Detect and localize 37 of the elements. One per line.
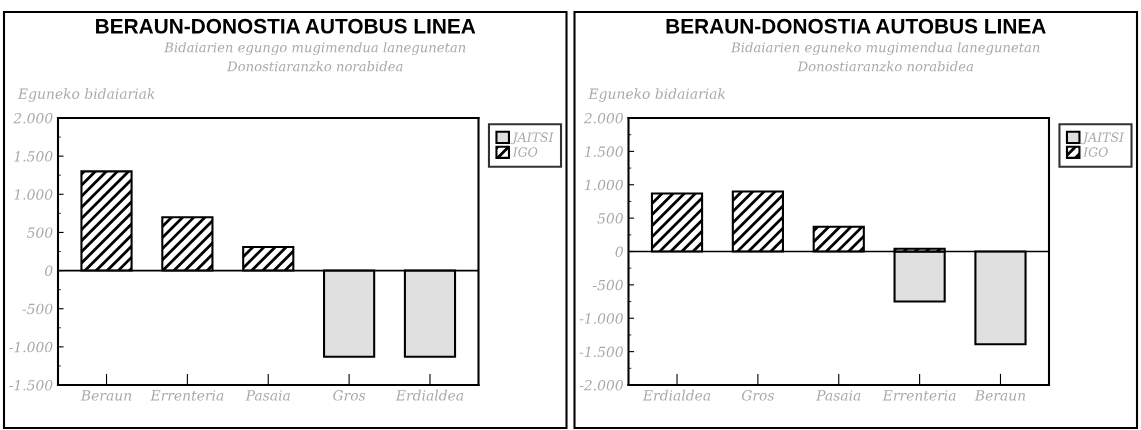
x-tick-label: Gros	[333, 390, 366, 401]
y-tick-label: -1.000	[579, 313, 623, 324]
y-tick-label: 1.000	[14, 189, 53, 200]
y-axis-title: Eguneko bidaiariak	[588, 88, 726, 102]
x-tick-label: Pasaia	[245, 390, 290, 401]
y-tick-label: 500	[597, 213, 623, 224]
y-tick-label: -500	[592, 279, 623, 291]
legend-label: JAITSI	[1081, 132, 1125, 145]
x-tick-label: Beraun	[80, 390, 132, 401]
x-tick-label: Erdialdea	[642, 389, 711, 401]
y-axis-title: Eguneko bidaiariak	[17, 88, 155, 102]
y-tick-label: 1.500	[584, 146, 623, 157]
legend-label: JAITSI	[510, 132, 554, 145]
x-tick-label: Errenteria	[150, 390, 224, 401]
chart-title: BERAUN-DONOSTIA AUTOBUS LINEA	[666, 18, 1046, 34]
y-tick-label: 0	[615, 246, 623, 257]
chart-title: BERAUN-DONOSTIA AUTOBUS LINEA	[96, 18, 476, 34]
x-tick-label: Pasaia	[815, 390, 861, 401]
x-tick-label: Gros	[741, 390, 775, 401]
chart-subtitle: Bidaiarien eguneko mugimendua lanegunetan Donostiaranzko norabidea	[730, 42, 1040, 72]
y-tick-label: -1.500	[9, 379, 53, 391]
y-tick-label: 1.500	[14, 151, 53, 162]
y-tick-label: 2.000	[13, 112, 53, 124]
legend-label: IGO	[1083, 147, 1108, 157]
y-tick-label: 0	[45, 265, 53, 277]
x-tick-label: Beraun	[974, 390, 1026, 401]
legend-label: IGO	[512, 147, 538, 157]
y-tick-label: -2.000	[579, 379, 623, 391]
y-tick-label: 1.000	[584, 179, 623, 191]
y-tick-label: -500	[22, 303, 53, 315]
y-tick-label: 2.000	[583, 112, 623, 124]
x-tick-label: Errenteria	[882, 390, 956, 401]
chart-subtitle: Bidaiarien egungo mugimendua lanegunetan Donostiaranzko norabidea	[164, 42, 466, 72]
y-tick-label: 500	[26, 227, 53, 238]
x-tick-label: Erdialdea	[395, 389, 464, 401]
y-tick-label: -1.000	[9, 341, 53, 353]
y-tick-label: -1.500	[579, 346, 623, 358]
